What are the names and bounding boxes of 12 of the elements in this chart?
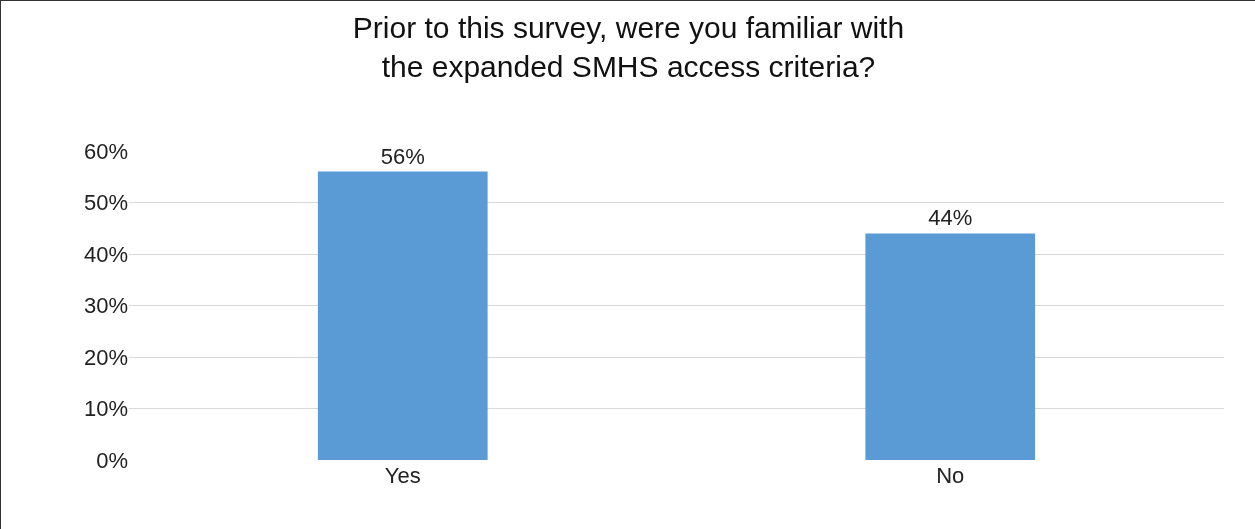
x-tick-label: No bbox=[936, 463, 965, 488]
y-tick-label: 50% bbox=[83, 190, 128, 216]
x-tick-label: Yes bbox=[384, 463, 421, 488]
y-tick-label: 40% bbox=[83, 241, 128, 267]
y-tick-label: 0% bbox=[96, 447, 128, 473]
y-tick-label: 10% bbox=[83, 396, 128, 422]
data-label: 56% bbox=[380, 143, 425, 169]
y-tick-label: 30% bbox=[83, 293, 128, 319]
y-tick-label: 20% bbox=[83, 344, 128, 370]
y-tick-label: 60% bbox=[83, 138, 128, 164]
data-label: 44% bbox=[928, 205, 973, 231]
chart-title: Prior to this survey, were you familiar with the expanded SMHS access criteria? bbox=[352, 11, 905, 84]
